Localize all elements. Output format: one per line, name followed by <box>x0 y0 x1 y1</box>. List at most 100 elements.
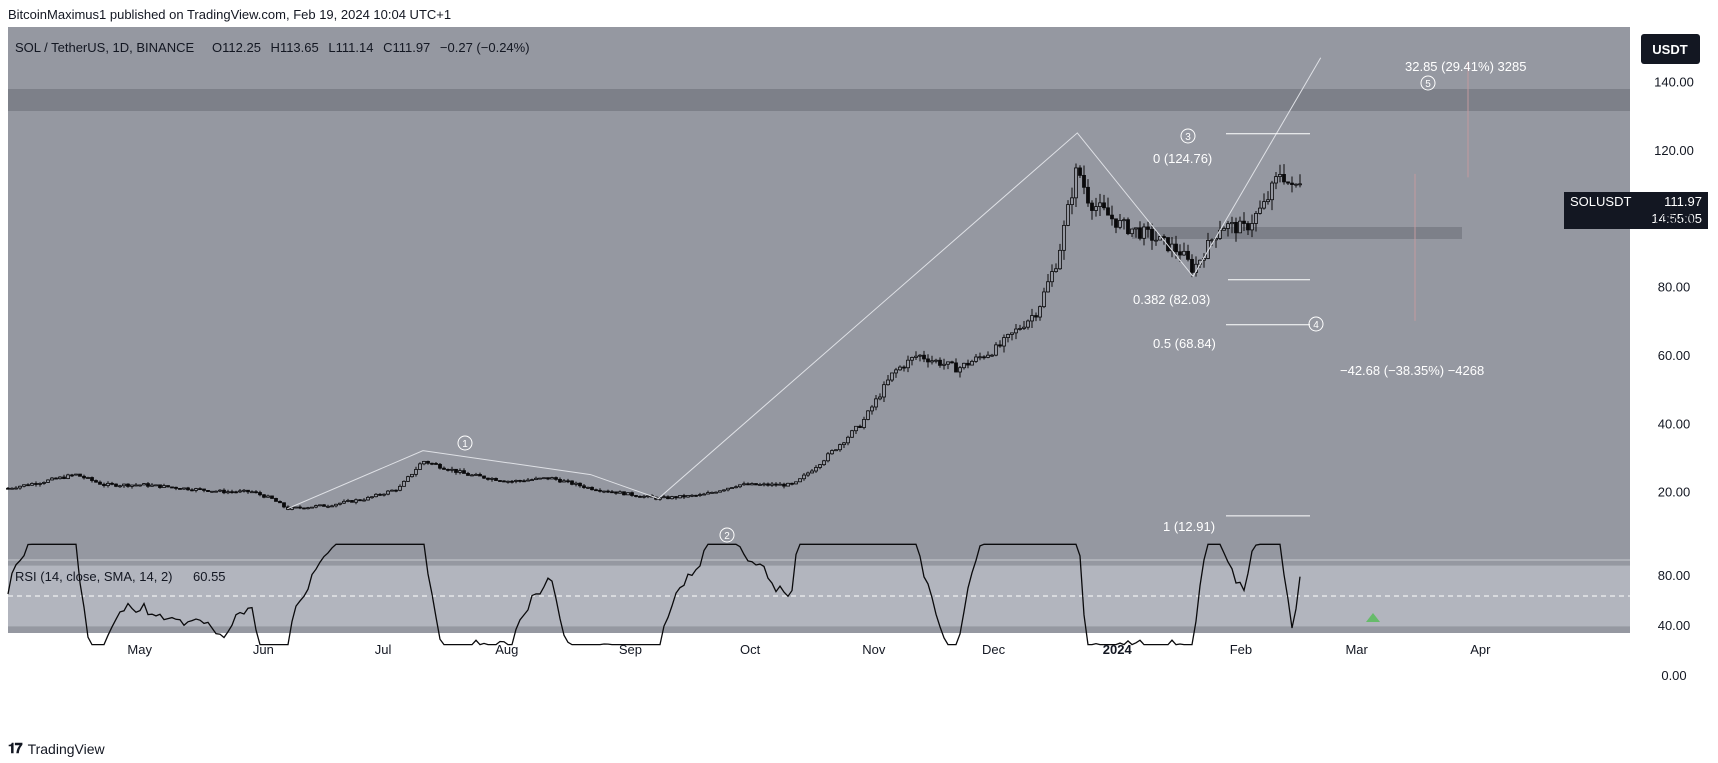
candle <box>386 490 390 496</box>
candle <box>118 484 122 488</box>
candle <box>1226 220 1230 237</box>
support-zone <box>1132 227 1462 239</box>
candle <box>610 489 614 494</box>
candle <box>1282 164 1286 185</box>
candle <box>758 482 762 486</box>
candle <box>1102 194 1106 211</box>
candle <box>318 504 322 507</box>
candle <box>674 495 678 500</box>
candle <box>166 485 170 488</box>
candle <box>106 481 110 488</box>
candle <box>1278 164 1282 183</box>
candle <box>962 362 966 370</box>
candle <box>830 449 834 455</box>
candle <box>1018 324 1022 331</box>
candle <box>1090 200 1094 220</box>
time-tick-label: Jul <box>375 642 392 657</box>
candle <box>574 481 578 487</box>
candle <box>1242 212 1246 232</box>
candle <box>498 480 502 482</box>
candle <box>342 499 346 504</box>
candle <box>598 488 602 493</box>
candle <box>1262 193 1266 210</box>
candle <box>522 479 526 483</box>
candle <box>718 490 722 493</box>
symbol-pair[interactable]: SOL / TetherUS, 1D, BINANCE <box>15 40 195 55</box>
candle <box>614 491 618 495</box>
fib-label-0: 0 (124.76) <box>1153 151 1212 166</box>
candle <box>1222 226 1226 231</box>
candle <box>258 490 262 497</box>
candle <box>1066 200 1070 227</box>
candle <box>158 484 162 489</box>
candle <box>310 506 314 509</box>
candle <box>42 481 46 485</box>
svg-text:2: 2 <box>724 531 730 542</box>
svg-text:3: 3 <box>1185 132 1191 143</box>
candle <box>510 480 514 484</box>
currency-button[interactable]: USDT <box>1641 34 1700 64</box>
candle <box>638 495 642 498</box>
candle <box>1150 223 1154 250</box>
candle <box>754 483 758 486</box>
elliott-wave-line <box>287 57 1322 510</box>
annotations[interactable]: 0 (124.76) 0.382 (82.03) 0.5 (68.84) 1 (… <box>457 59 1526 543</box>
candle <box>546 477 550 481</box>
time-tick-label: Dec <box>982 642 1006 657</box>
candle <box>690 494 694 498</box>
candle <box>950 360 954 364</box>
candle <box>898 365 902 371</box>
candle <box>570 480 574 486</box>
candle <box>970 359 974 366</box>
candle <box>710 491 714 494</box>
candle <box>218 489 222 493</box>
candle <box>350 500 354 503</box>
candle <box>246 489 250 494</box>
change-value: −0.27 (−0.24%) <box>440 40 530 55</box>
price-pane[interactable] <box>6 57 1631 517</box>
time-tick-label: Nov <box>862 642 886 657</box>
price-tick-label: 140.00 <box>1654 75 1694 90</box>
candle <box>1294 183 1298 188</box>
candle <box>298 505 302 510</box>
candle <box>818 464 822 470</box>
candle <box>518 479 522 483</box>
candle <box>794 481 798 485</box>
candle <box>86 476 90 479</box>
candle <box>882 381 886 403</box>
rsi-pane[interactable] <box>7 543 1630 646</box>
candle <box>470 473 474 477</box>
candle <box>270 495 274 499</box>
candle <box>330 504 334 508</box>
candle <box>1146 221 1150 238</box>
candle <box>634 494 638 498</box>
candle <box>1134 227 1138 238</box>
candle <box>642 494 646 499</box>
rsi-title[interactable]: RSI (14, close, SMA, 14, 2) <box>15 569 173 584</box>
candle <box>1250 214 1254 238</box>
candle <box>222 488 226 495</box>
candle <box>538 477 542 480</box>
resistance-zone <box>8 89 1630 111</box>
wave-5-marker: 5 <box>1420 75 1436 91</box>
candle <box>566 478 570 484</box>
candle <box>466 471 470 476</box>
candle <box>398 484 402 492</box>
candle <box>322 504 326 507</box>
h-label: H <box>271 40 280 55</box>
candle <box>362 498 366 502</box>
high-value: 113.65 <box>280 40 319 55</box>
candle <box>1054 263 1058 273</box>
candle <box>738 484 742 489</box>
fib-label-05: 0.5 (68.84) <box>1153 336 1216 351</box>
wave-2-marker: 2 <box>719 527 735 543</box>
candle <box>306 506 310 510</box>
candle <box>90 476 94 483</box>
time-tick-label: Feb <box>1230 642 1252 657</box>
candle <box>234 490 238 494</box>
tradingview-logo-icon: 𝟏𝟕 <box>8 740 23 756</box>
candle <box>1138 221 1142 241</box>
svg-text:1: 1 <box>462 439 468 450</box>
footer-brand[interactable]: 𝟏𝟕 TradingView <box>8 740 105 757</box>
